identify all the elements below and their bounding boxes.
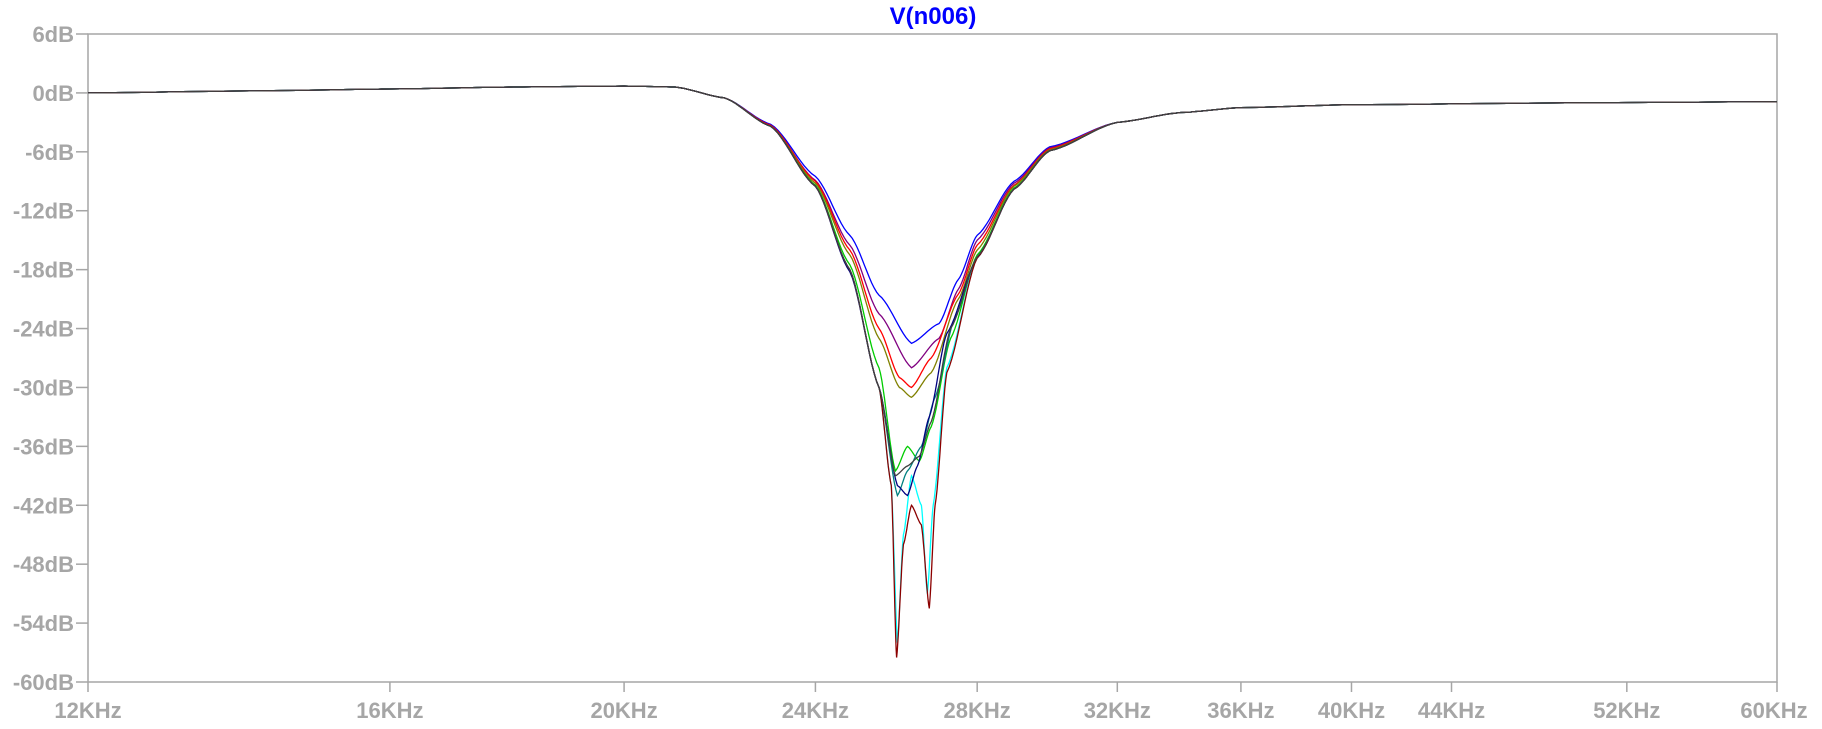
x-tick-label: 20KHz xyxy=(590,698,657,723)
y-tick-label: -54dB xyxy=(13,611,74,636)
x-tick-label: 60KHz xyxy=(1740,698,1807,723)
x-tick-label: 24KHz xyxy=(782,698,849,723)
y-tick-label: -6dB xyxy=(25,140,74,165)
series-line-1 xyxy=(87,85,1778,345)
y-axis: 6dB 0dB -6dB -12dB -18dB -24dB -30dB -36dB -42dB… xyxy=(13,22,88,695)
x-tick-label: 44KHz xyxy=(1418,698,1485,723)
y-tick-label: 6dB xyxy=(32,22,74,47)
series-line-6 xyxy=(87,85,1778,498)
y-tick-label: -42dB xyxy=(13,493,74,518)
series-line-5 xyxy=(87,85,1778,473)
chart-title: V(n006) xyxy=(890,3,977,30)
y-tick-label: -48dB xyxy=(13,552,74,577)
y-tick-label: -60dB xyxy=(13,670,74,695)
y-tick-label: -18dB xyxy=(13,258,74,283)
x-tick-label: 32KHz xyxy=(1084,698,1151,723)
x-tick-label: 28KHz xyxy=(944,698,1011,723)
series-group xyxy=(87,85,1778,658)
x-tick-label: 52KHz xyxy=(1593,698,1660,723)
y-tick-label: -12dB xyxy=(13,199,74,224)
x-axis: 12KHz 16KHz 20KHz 24KHz 28KHz 32KHz 36KHz 40KHz… xyxy=(54,682,1808,723)
y-tick-label: -36dB xyxy=(13,434,74,459)
x-tick-label: 36KHz xyxy=(1207,698,1274,723)
series-line-4 xyxy=(87,85,1778,399)
series-line-3 xyxy=(87,85,1778,389)
x-tick-label: 16KHz xyxy=(356,698,423,723)
x-tick-label: 40KHz xyxy=(1318,698,1385,723)
series-line-2 xyxy=(87,85,1778,369)
series-line-10 xyxy=(87,85,1778,477)
series-line-8 xyxy=(87,85,1778,497)
y-tick-label: -24dB xyxy=(13,317,74,342)
y-tick-label: 0dB xyxy=(32,81,74,106)
x-tick-label: 12KHz xyxy=(54,698,121,723)
y-tick-label: -30dB xyxy=(13,375,74,400)
plot-frame xyxy=(87,33,1778,683)
